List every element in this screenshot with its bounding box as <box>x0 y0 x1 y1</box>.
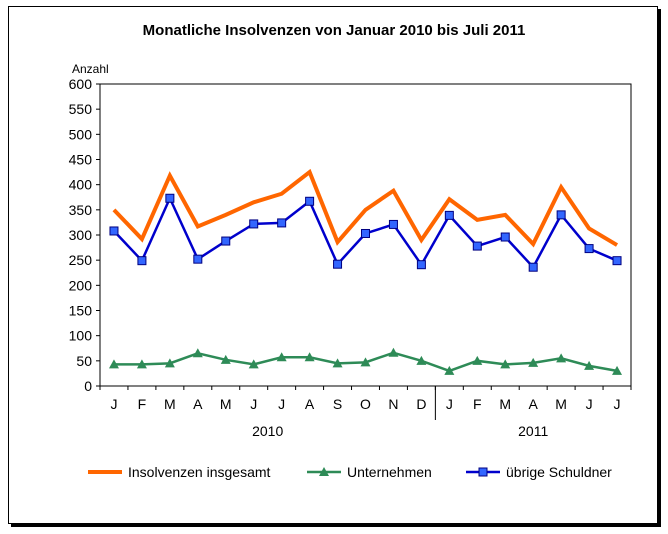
y-axis: 0 50 100 150 200 250 300 350 400 450 500 550 600 <box>69 76 100 394</box>
legend: Insolvenzen insgesamt Unternehmen übrige S… <box>88 464 612 480</box>
data-point <box>472 241 482 251</box>
y-tick-label: 550 <box>69 101 93 117</box>
legend-label: übrige Schuldner <box>506 464 612 480</box>
legend-marker <box>319 467 329 476</box>
y-tick-label: 450 <box>69 152 93 168</box>
x-tick-label: J <box>250 396 257 412</box>
data-point <box>472 355 483 365</box>
x-tick-label: A <box>529 396 539 412</box>
data-point <box>612 256 622 266</box>
data-point <box>136 359 147 369</box>
y-tick-label: 300 <box>69 227 93 243</box>
data-point <box>249 219 259 229</box>
x-tick-label: F <box>138 396 147 412</box>
x-tick-label: D <box>416 396 426 412</box>
y-tick-label: 0 <box>84 378 92 394</box>
x-tick-label: A <box>193 396 203 412</box>
x-tick-label: J <box>586 396 593 412</box>
data-point <box>388 347 399 357</box>
data-point <box>556 353 567 363</box>
x-tick-label: S <box>333 396 342 412</box>
x-tick-label: J <box>614 396 621 412</box>
data-point <box>193 254 203 264</box>
data-point <box>360 357 371 367</box>
y-tick-label: 250 <box>69 252 93 268</box>
data-point <box>584 360 595 370</box>
data-point <box>248 359 259 369</box>
chart-title: Monatliche Insolvenzen von Januar 2010 b… <box>142 22 526 39</box>
data-point <box>221 236 231 246</box>
data-point <box>444 365 455 375</box>
data-point <box>528 262 538 272</box>
data-point <box>165 193 175 203</box>
x-tick-label: J <box>446 396 453 412</box>
data-point <box>584 244 594 254</box>
data-point <box>276 352 287 362</box>
data-point <box>361 228 370 238</box>
y-tick-label: 500 <box>69 126 93 142</box>
data-point <box>388 219 398 229</box>
x-tick-label: M <box>555 396 567 412</box>
legend-marker <box>478 467 488 477</box>
data-point <box>528 357 539 367</box>
x-tick-label: N <box>388 396 398 412</box>
x-tick-label: O <box>360 396 371 412</box>
data-point <box>192 348 203 358</box>
data-point <box>304 352 315 362</box>
data-point <box>333 259 343 269</box>
data-point <box>108 359 119 369</box>
data-point <box>277 218 287 228</box>
x-tick-label: M <box>164 396 176 412</box>
x-tick-label: J <box>110 396 117 412</box>
data-point <box>305 196 315 206</box>
y-tick-label: 200 <box>69 277 93 293</box>
data-point <box>220 354 231 364</box>
x-tick-label: M <box>220 396 232 412</box>
data-point <box>444 210 454 220</box>
y-tick-label: 600 <box>69 76 93 92</box>
data-point <box>416 260 426 270</box>
x-tick-label: M <box>499 396 511 412</box>
x-tick-label: A <box>305 396 315 412</box>
legend-label: Insolvenzen insgesamt <box>128 464 271 480</box>
data-point <box>164 358 175 368</box>
data-point <box>556 210 566 220</box>
x-tick-label: J <box>278 396 285 412</box>
data-point <box>612 365 623 375</box>
series-line <box>112 168 619 248</box>
y-tick-label: 50 <box>76 353 92 369</box>
year-label: 2011 <box>518 423 548 439</box>
year-label: 2010 <box>252 423 283 439</box>
data-point <box>500 359 511 369</box>
series-layer <box>108 168 623 375</box>
data-point <box>137 256 147 266</box>
y-tick-label: 350 <box>69 202 93 218</box>
data-point <box>416 355 427 365</box>
series-1 <box>112 168 619 248</box>
data-point <box>332 358 343 368</box>
series-3 <box>109 193 622 272</box>
series-2 <box>108 347 623 375</box>
data-point <box>109 226 119 236</box>
y-axis-label: Anzahl <box>72 62 109 76</box>
legend-label: Unternehmen <box>347 464 432 480</box>
data-point <box>500 232 510 242</box>
y-tick-label: 100 <box>69 328 93 344</box>
y-tick-label: 150 <box>69 303 93 319</box>
x-tick-label: F <box>473 396 482 412</box>
y-tick-label: 400 <box>69 177 93 193</box>
